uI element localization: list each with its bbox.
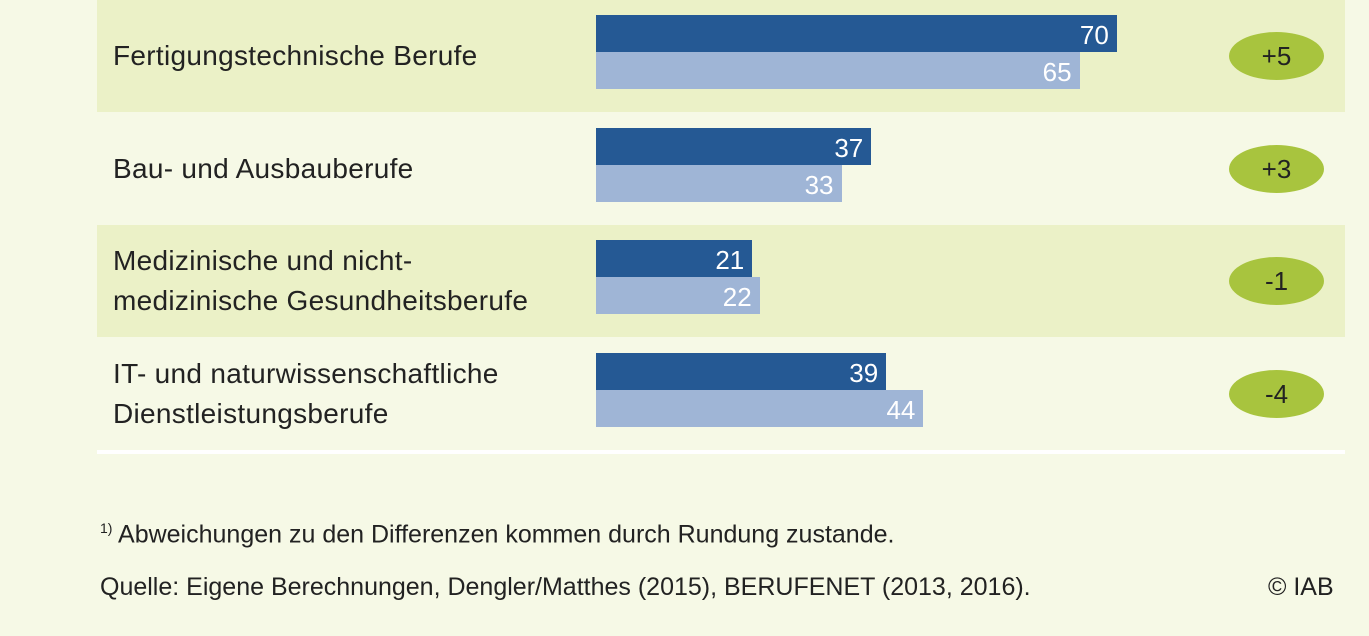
bar-series-2: 33 <box>596 164 842 202</box>
category-label: Medizinische und nicht- medizinische Ges… <box>113 245 529 316</box>
bar-series-1: 39 <box>596 352 887 390</box>
bar-series-2: 22 <box>596 277 760 314</box>
bar-series-1: 70 <box>596 15 1117 52</box>
category-label: Fertigungstechnische Berufe <box>113 40 478 71</box>
footnote: 1) Abweichungen zu den Differenzen komme… <box>100 520 894 549</box>
category-row: Bau- und Ausbauberufe 37 33 +3 <box>97 113 1345 225</box>
difference-badge: ‑1 <box>1229 257 1324 305</box>
footnote-marker: 1) <box>100 520 113 536</box>
bar-series-1: 37 <box>596 127 872 165</box>
difference-badge: ‑4 <box>1229 369 1324 418</box>
bar-series-2: 65 <box>596 52 1080 89</box>
category-row: Fertigungstechnische Berufe 70 65 +5 <box>97 0 1345 112</box>
difference-badge: +5 <box>1229 32 1324 80</box>
category-label: IT- und naturwissenschaftliche Dienstlei… <box>113 357 499 429</box>
divider <box>97 450 1345 454</box>
category-label: Bau- und Ausbauberufe <box>113 152 414 184</box>
difference-badge: +3 <box>1229 144 1324 193</box>
bar-series-2: 44 <box>596 389 924 427</box>
copyright: © IAB <box>1268 573 1334 601</box>
source: Quelle: Eigene Berechnungen, Dengler/Mat… <box>100 573 1031 601</box>
chart-panel: Fertigungstechnische Berufe 70 65 +5 Bau- un… <box>97 0 1345 450</box>
category-row: Medizinische und nicht- medizinische Ges… <box>97 225 1345 337</box>
category-row: IT- und naturwissenschaftliche Dienstlei… <box>97 338 1345 450</box>
bar-series-1: 21 <box>596 240 753 277</box>
footnote-text: Abweichungen zu den Differenzen kommen d… <box>112 520 895 549</box>
